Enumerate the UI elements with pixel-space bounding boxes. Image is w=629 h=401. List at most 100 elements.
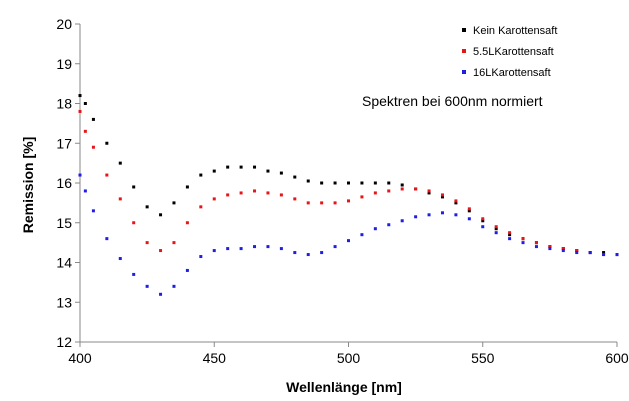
data-point <box>320 201 324 205</box>
data-point <box>105 141 109 145</box>
series-2 <box>78 109 619 257</box>
data-point <box>494 231 498 235</box>
data-point <box>454 199 458 203</box>
data-point <box>199 173 203 177</box>
data-point <box>534 245 538 249</box>
data-point <box>575 251 579 255</box>
data-point <box>293 175 297 179</box>
data-point <box>360 233 364 237</box>
y-axis-title: Remission [%] <box>20 137 36 233</box>
data-point <box>400 187 404 191</box>
x-ticks: 400 450 500 550 600 <box>68 342 629 366</box>
data-point <box>145 205 149 209</box>
data-point <box>199 255 203 259</box>
data-point <box>212 249 216 253</box>
data-point <box>414 215 418 219</box>
legend-label: 16LKarottensaft <box>473 67 551 79</box>
data-point <box>145 241 149 245</box>
series-points <box>78 94 619 296</box>
data-point <box>266 191 270 195</box>
legend-marker <box>462 28 466 32</box>
data-point <box>78 109 82 113</box>
data-point <box>481 217 485 221</box>
data-point <box>132 221 136 225</box>
data-point <box>387 189 391 193</box>
y-tick-label: 13 <box>56 294 72 310</box>
data-point <box>481 225 485 229</box>
data-point <box>320 181 324 185</box>
legend-label: Kein Karottensaft <box>473 25 557 37</box>
data-point <box>521 237 525 241</box>
data-point <box>226 165 230 169</box>
data-point <box>306 201 310 205</box>
data-point <box>494 225 498 229</box>
data-point <box>306 253 310 257</box>
y-tick-label: 14 <box>56 255 72 271</box>
data-point <box>440 193 444 197</box>
y-tick-label: 16 <box>56 175 72 191</box>
data-point <box>145 284 149 288</box>
data-point <box>347 239 350 243</box>
y-tick-label: 17 <box>56 135 72 151</box>
y-tick-label: 19 <box>56 56 72 72</box>
y-tick-label: 20 <box>56 16 72 32</box>
data-point <box>212 197 216 201</box>
data-point <box>521 241 525 245</box>
legend-marker <box>462 70 466 74</box>
data-point <box>293 251 297 255</box>
data-point <box>91 117 95 121</box>
data-point <box>91 209 95 213</box>
data-point <box>172 201 176 205</box>
data-point <box>588 251 592 255</box>
x-tick-label: 400 <box>68 350 92 366</box>
data-point <box>199 205 203 209</box>
data-point <box>414 187 418 191</box>
data-point <box>266 245 270 249</box>
data-point <box>333 245 337 249</box>
data-point <box>118 197 122 201</box>
data-point <box>293 197 297 201</box>
data-point <box>602 251 606 255</box>
data-point <box>279 193 283 197</box>
y-tick-label: 18 <box>56 96 72 112</box>
data-point <box>226 193 230 197</box>
data-point <box>534 241 538 245</box>
data-point <box>548 245 552 249</box>
data-point <box>279 247 283 251</box>
data-point <box>239 247 243 251</box>
y-tick-label: 15 <box>56 215 72 231</box>
data-point <box>105 173 109 177</box>
data-point <box>400 183 404 187</box>
data-point <box>333 181 337 185</box>
data-point <box>508 231 512 235</box>
data-point <box>387 181 391 185</box>
legend: Kein Karottensaft 5.5LKarottensaft 16LKaro… <box>462 25 557 79</box>
data-point <box>185 221 189 225</box>
data-point <box>440 211 444 215</box>
data-point <box>440 195 444 199</box>
data-point <box>118 161 122 165</box>
data-point <box>333 201 337 205</box>
data-point <box>226 247 230 251</box>
x-tick-label: 550 <box>471 350 495 366</box>
data-point <box>78 94 82 98</box>
x-tick-label: 450 <box>203 350 227 366</box>
data-point <box>212 169 216 173</box>
legend-marker <box>462 49 466 53</box>
data-point <box>239 165 243 169</box>
data-point <box>427 213 431 217</box>
data-point <box>159 213 163 217</box>
data-point <box>239 191 243 195</box>
data-point <box>253 165 257 169</box>
data-point <box>132 185 136 189</box>
data-point <box>400 219 404 223</box>
data-point <box>615 253 619 257</box>
data-point <box>373 227 377 231</box>
data-point <box>320 251 324 255</box>
y-tick-label: 12 <box>56 334 72 350</box>
x-axis-title: Wellenlänge [nm] <box>286 379 402 395</box>
data-point <box>427 189 431 193</box>
legend-label: 5.5LKarottensaft <box>473 46 554 58</box>
